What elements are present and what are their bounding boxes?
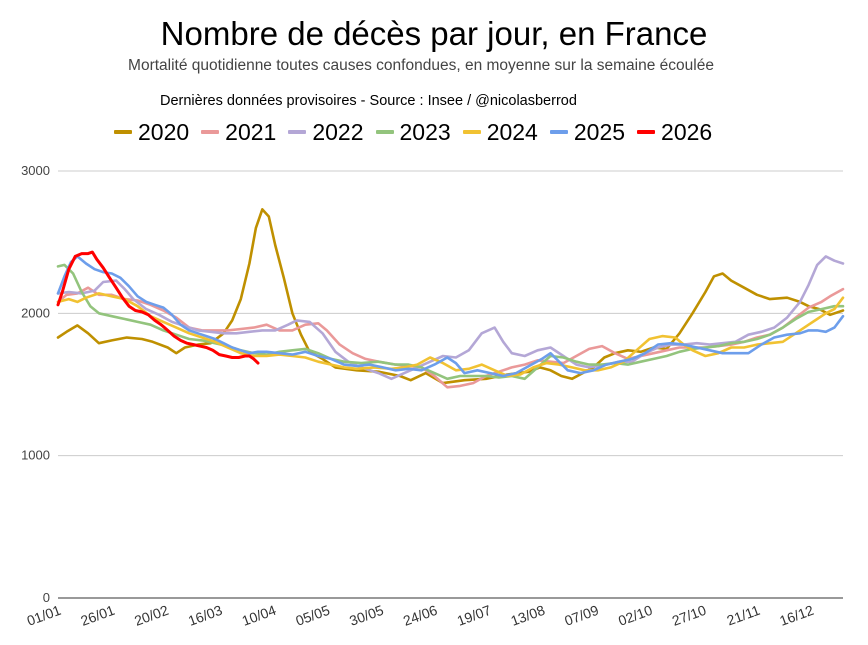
legend-label: 2021 (225, 118, 277, 145)
legend-item-2024: 2024 (462, 118, 538, 146)
x-tick-label: 21/11 (725, 602, 763, 629)
legend: 2020 2021 2022 2023 2024 2025 2026 (114, 117, 724, 147)
x-tick-label: 10/04 (240, 602, 279, 629)
x-tick-label: 24/06 (401, 602, 440, 629)
x-tick-label: 02/10 (616, 602, 655, 629)
legend-label: 2020 (138, 118, 190, 145)
legend-swatch (637, 130, 656, 134)
legend-swatch (462, 130, 481, 134)
legend-label: 2026 (661, 118, 713, 145)
x-tick-label: 20/02 (132, 602, 171, 629)
y-tick-label: 3000 (21, 163, 50, 178)
legend-label: 2024 (486, 118, 538, 145)
legend-swatch (549, 130, 568, 134)
y-tick-label: 0 (43, 590, 50, 605)
series-line-2020 (56, 208, 845, 385)
legend-swatch (201, 130, 220, 134)
legend-item-2026: 2026 (637, 119, 712, 146)
legend-label: 2025 (573, 118, 626, 145)
legend-item-2022: 2022 (288, 118, 364, 146)
chart-subtitle: Mortalité quotidienne toutes causes conf… (128, 57, 714, 74)
chart-title: Nombre de décès par jour, en France (160, 15, 708, 52)
x-tick-label: 26/01 (78, 602, 117, 629)
x-tick-label: 19/07 (455, 602, 494, 629)
legend-item-2020: 2020 (114, 119, 189, 146)
legend-label: 2023 (399, 118, 451, 145)
legend-item-2021: 2021 (201, 119, 276, 146)
source-note: Dernières données provisoires - Source :… (160, 93, 577, 109)
legend-label: 2022 (312, 118, 364, 145)
series-line-2025 (56, 255, 845, 378)
x-tick-label: 30/05 (347, 602, 386, 629)
legend-item-2023: 2023 (375, 118, 451, 146)
legend-swatch (288, 130, 307, 134)
x-tick-label: 07/09 (562, 602, 601, 629)
legend-swatch (114, 130, 132, 134)
x-tick-label: 01/01 (25, 602, 64, 629)
legend-swatch (375, 130, 394, 134)
x-tick-label: 16/12 (777, 602, 816, 629)
y-tick-label: 1000 (21, 448, 50, 463)
x-tick-label: 13/08 (509, 602, 548, 629)
x-tick-label: 16/03 (186, 602, 225, 629)
x-tick-label: 05/05 (293, 602, 332, 629)
x-tick-label: 27/10 (670, 602, 709, 629)
series-line-2026 (56, 250, 260, 365)
legend-item-2025: 2025 (549, 118, 626, 146)
y-tick-label: 2000 (21, 305, 50, 320)
